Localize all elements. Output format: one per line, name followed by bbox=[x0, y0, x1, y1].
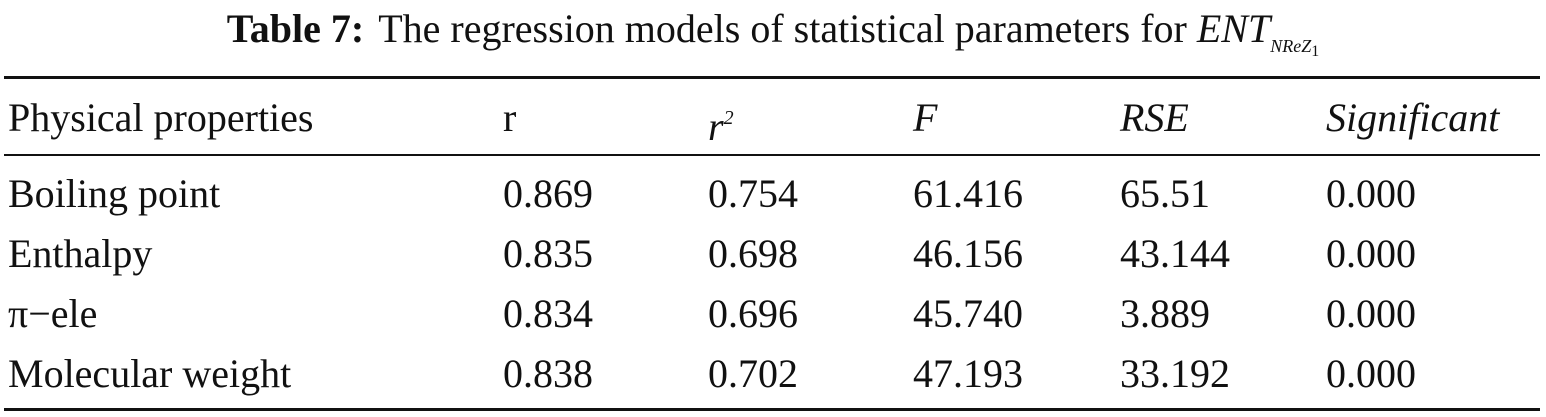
bottom-rule bbox=[4, 408, 1540, 411]
table-cell: 45.740 bbox=[913, 291, 1023, 336]
row-label: Boiling point bbox=[8, 171, 221, 216]
header-cell: Significant bbox=[1326, 95, 1500, 140]
table-cell: 0.838 bbox=[503, 351, 593, 396]
header-cell: F bbox=[913, 95, 938, 140]
table-cell: 0.000 bbox=[1326, 231, 1416, 276]
table-cell: 47.193 bbox=[913, 351, 1023, 396]
mid-rule bbox=[4, 154, 1540, 156]
table-cell: 46.156 bbox=[913, 231, 1023, 276]
table-cell: 0.835 bbox=[503, 231, 593, 276]
table-cell: 0.000 bbox=[1326, 171, 1416, 216]
table-cell: 0.698 bbox=[708, 231, 798, 276]
table-caption: Table 7: The regression models of statist… bbox=[0, 4, 1546, 77]
row-label: Enthalpy bbox=[8, 231, 153, 276]
top-rule bbox=[4, 76, 1540, 79]
caption-subscript: NReZ1 bbox=[1270, 36, 1319, 60]
table-cell: 33.192 bbox=[1120, 351, 1230, 396]
row-label: Molecular weight bbox=[8, 351, 292, 396]
header-base: r bbox=[708, 104, 724, 149]
caption-subsubscript: 1 bbox=[1311, 43, 1320, 60]
table-cell: 0.754 bbox=[708, 171, 798, 216]
table-cell: 0.869 bbox=[503, 171, 593, 216]
table-cell: 3.889 bbox=[1120, 291, 1210, 336]
table-cell: 65.51 bbox=[1120, 171, 1210, 216]
table-cell: 0.702 bbox=[708, 351, 798, 396]
caption-text: The regression models of statistical par… bbox=[378, 6, 1187, 51]
table-cell: 0.000 bbox=[1326, 291, 1416, 336]
caption-subscript-text: NReZ bbox=[1270, 36, 1312, 56]
header-sup: 2 bbox=[723, 107, 734, 129]
caption-label: Table 7: bbox=[226, 6, 365, 51]
caption-symbol: ENT bbox=[1196, 6, 1271, 51]
table-cell: 0.696 bbox=[708, 291, 798, 336]
header-cell: Physical properties bbox=[8, 95, 314, 140]
table-cell: 61.416 bbox=[913, 171, 1023, 216]
header-cell: RSE bbox=[1120, 95, 1189, 140]
header-cell: r bbox=[503, 95, 517, 140]
table-cell: 0.834 bbox=[503, 291, 593, 336]
table-cell: 43.144 bbox=[1120, 231, 1230, 276]
header-cell: r2 bbox=[708, 94, 734, 151]
row-label: π−ele bbox=[8, 291, 98, 336]
table-cell: 0.000 bbox=[1326, 351, 1416, 396]
